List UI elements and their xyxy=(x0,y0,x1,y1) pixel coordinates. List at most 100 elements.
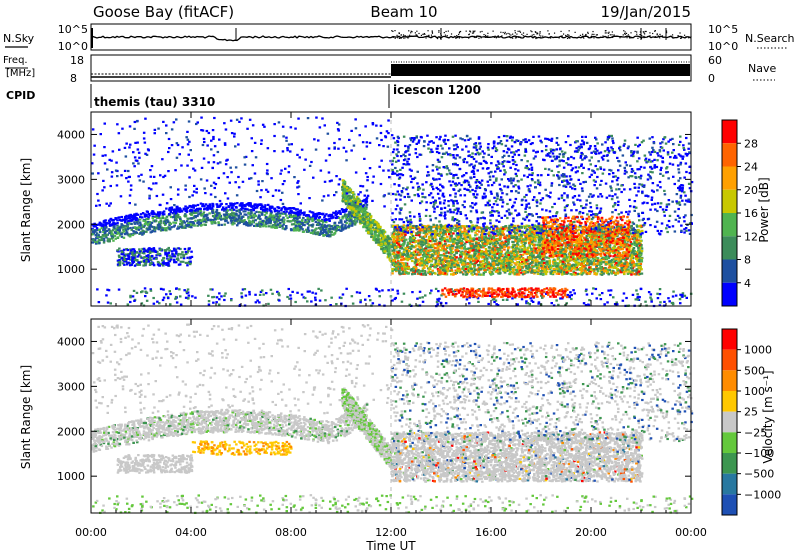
nsky-label: N.Sky xyxy=(3,32,35,45)
range-cell xyxy=(148,225,151,229)
range-cell xyxy=(316,223,320,226)
range-cell xyxy=(120,232,123,236)
range-cell xyxy=(369,216,373,219)
range-cell xyxy=(168,209,171,212)
range-cell xyxy=(183,214,186,217)
range-cell xyxy=(130,222,133,225)
range-cell xyxy=(233,213,236,216)
range-cell xyxy=(145,217,148,221)
range-cell xyxy=(381,240,385,244)
range-cell xyxy=(548,259,551,262)
range-cell xyxy=(151,213,154,216)
range-cell xyxy=(376,236,380,239)
range-cell xyxy=(122,228,125,231)
range-cell xyxy=(385,246,388,249)
range-cell xyxy=(615,262,618,265)
range-cell xyxy=(229,202,232,205)
range-cell xyxy=(516,240,520,243)
range-cell xyxy=(350,224,354,227)
range-cell xyxy=(323,219,327,222)
range-cell xyxy=(105,229,109,232)
range-cell xyxy=(193,209,197,212)
range-cell xyxy=(153,215,157,218)
range-cell xyxy=(325,221,328,224)
range-cell xyxy=(464,270,467,273)
range-cell xyxy=(267,203,270,206)
range-cell xyxy=(347,194,351,197)
range-cell xyxy=(481,232,484,235)
range-cell xyxy=(323,216,326,219)
range-cell xyxy=(377,243,380,246)
range-cell xyxy=(101,238,104,241)
range-cell xyxy=(175,206,179,210)
range-cell xyxy=(331,227,335,230)
range-cell xyxy=(418,253,421,257)
range-cell xyxy=(264,215,268,219)
range-cell xyxy=(95,240,99,243)
range-cell xyxy=(132,232,136,235)
range-cell xyxy=(370,235,373,238)
range-cell xyxy=(311,217,314,220)
range-cell xyxy=(419,251,422,254)
range-cell xyxy=(425,265,429,268)
range-cell xyxy=(232,204,235,207)
range-cell xyxy=(213,220,217,223)
range-cell xyxy=(171,216,175,219)
range-cell xyxy=(307,226,310,229)
range-cell xyxy=(241,207,245,210)
range-cell xyxy=(258,224,261,227)
range-cell xyxy=(99,231,102,234)
range-cell xyxy=(235,206,238,209)
range-cell xyxy=(270,226,273,229)
range-cell xyxy=(199,211,202,214)
range-cell xyxy=(252,209,255,212)
range-cell xyxy=(236,202,239,205)
range-cell xyxy=(290,211,294,214)
range-cell xyxy=(268,209,271,212)
range-cell xyxy=(340,225,344,228)
range-cell xyxy=(273,209,277,212)
range-cell xyxy=(319,228,322,231)
range-cell xyxy=(116,236,120,239)
range-cell xyxy=(408,250,411,253)
range-cell xyxy=(345,214,348,217)
range-cell xyxy=(353,216,356,219)
range-cell xyxy=(166,220,170,223)
range-cell xyxy=(241,215,244,218)
range-cell xyxy=(240,217,243,220)
range-cell xyxy=(375,238,378,241)
range-cell xyxy=(111,236,114,239)
range-cell xyxy=(344,216,347,219)
range-cell xyxy=(315,213,319,217)
range-cell xyxy=(206,213,209,216)
range-cell xyxy=(304,219,307,222)
range-cell xyxy=(414,256,417,259)
range-cell xyxy=(192,216,195,219)
range-cell xyxy=(252,208,255,211)
range-cell xyxy=(363,222,366,225)
range-cell xyxy=(172,221,175,224)
range-cell xyxy=(259,220,262,223)
range-cell xyxy=(250,223,253,226)
range-cell xyxy=(239,202,243,205)
range-cell xyxy=(171,212,175,215)
range-cell xyxy=(352,220,356,223)
range-cell xyxy=(129,213,132,216)
range-cell xyxy=(335,216,339,219)
range-cell xyxy=(314,228,317,231)
range-cell xyxy=(296,208,299,211)
range-cell xyxy=(124,227,127,230)
range-cell xyxy=(493,249,497,252)
range-cell xyxy=(110,231,113,234)
range-cell xyxy=(471,273,474,276)
range-cell xyxy=(269,212,272,215)
range-cell xyxy=(546,268,550,271)
range-cell xyxy=(288,214,292,217)
range-cell xyxy=(288,207,291,210)
range-cell xyxy=(320,230,323,233)
range-cell xyxy=(343,227,346,230)
range-cell xyxy=(159,211,162,214)
range-cell xyxy=(341,200,345,203)
range-cell xyxy=(338,221,341,224)
